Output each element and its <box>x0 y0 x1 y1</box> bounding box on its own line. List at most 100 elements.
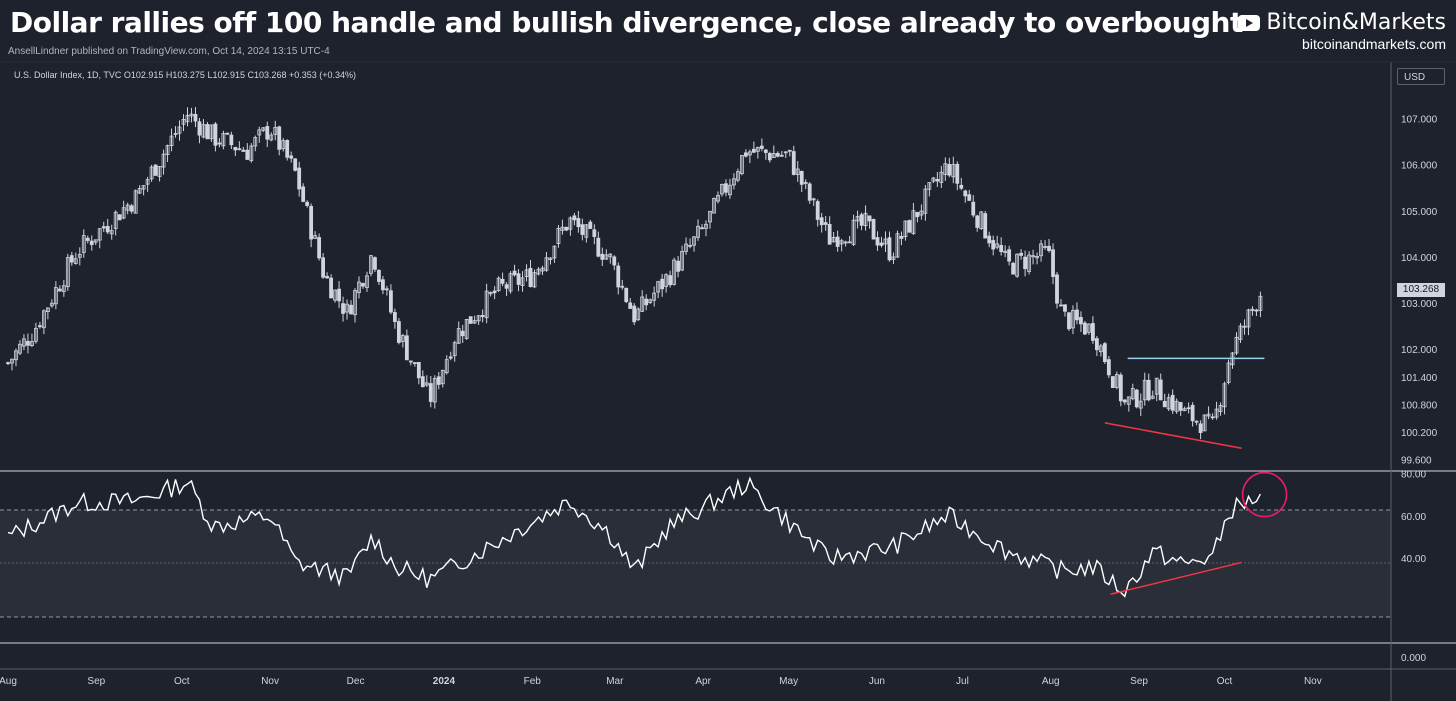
candle-body <box>1198 423 1203 433</box>
candle <box>185 107 190 127</box>
brand-url[interactable]: bitcoinandmarkets.com <box>1302 36 1446 52</box>
candle-body <box>652 292 657 301</box>
candle-body <box>947 164 952 176</box>
candle-body <box>795 168 800 175</box>
candle-body <box>452 342 457 357</box>
candle-body <box>205 124 210 140</box>
candle <box>273 120 278 141</box>
candle <box>65 253 70 291</box>
candle <box>452 340 457 362</box>
candle <box>317 233 322 261</box>
candle-body <box>692 236 696 246</box>
brand-block[interactable]: Bitcoin&Markets bitcoinandmarkets.com <box>1238 10 1446 52</box>
candle <box>38 321 42 329</box>
candle <box>987 231 992 248</box>
candle-body <box>381 279 385 291</box>
candle-body <box>30 341 34 347</box>
candle <box>843 240 848 247</box>
rsi-tick-label: 80.00 <box>1401 469 1426 480</box>
candle-body <box>440 369 445 385</box>
candle <box>911 202 916 235</box>
candle-body <box>377 269 381 282</box>
candle <box>799 170 804 193</box>
candle <box>1198 420 1203 440</box>
candle <box>484 283 489 324</box>
candle-body <box>341 303 345 314</box>
candle <box>488 291 493 297</box>
candle-body <box>213 123 218 146</box>
price-pane[interactable] <box>0 62 1391 471</box>
candle <box>45 307 50 320</box>
candle-body <box>1075 309 1079 321</box>
candle-body <box>73 258 78 264</box>
time-axis-label: Aug <box>0 676 17 687</box>
candle-body <box>899 235 904 239</box>
candle-body <box>891 256 896 260</box>
currency-selector[interactable]: USD <box>1397 68 1445 85</box>
candle <box>688 238 692 249</box>
candle-body <box>1098 345 1103 353</box>
candle <box>1234 332 1239 356</box>
candle <box>500 272 505 287</box>
candle <box>1055 271 1059 309</box>
candle <box>628 297 633 309</box>
candle-body <box>1202 414 1207 432</box>
candle-body <box>632 305 637 323</box>
candle-body <box>843 241 848 244</box>
candle <box>704 220 708 237</box>
candle-body <box>6 362 10 364</box>
candle-body <box>704 223 708 229</box>
candle <box>377 269 381 285</box>
rsi-line <box>7 476 1262 598</box>
time-axis-label: May <box>779 676 798 687</box>
candle-body <box>201 124 206 138</box>
symbol-legend[interactable]: U.S. Dollar Index, 1D, TVC O102.915 H103… <box>14 70 357 80</box>
candle <box>161 149 166 175</box>
candle-body <box>149 166 154 180</box>
candle-body <box>185 114 190 123</box>
candle <box>237 141 242 151</box>
candle <box>1194 420 1199 426</box>
candle-body <box>1106 359 1111 376</box>
candle <box>1226 359 1231 385</box>
candle-body <box>1154 377 1159 395</box>
candle-body <box>799 170 804 185</box>
candle-body <box>404 335 409 361</box>
candle <box>1094 336 1099 357</box>
candle <box>975 214 980 232</box>
candle <box>53 281 58 310</box>
candle-body <box>875 237 880 246</box>
candle <box>791 145 796 176</box>
rsi-tick-label: 0.000 <box>1401 653 1426 664</box>
candle-body <box>49 302 54 307</box>
candle-body <box>1059 304 1063 307</box>
candle-body <box>504 284 509 289</box>
candle-body <box>428 383 433 402</box>
candle-body <box>1214 408 1219 418</box>
candle-body <box>1194 420 1199 423</box>
candle-body <box>1039 243 1043 257</box>
candle <box>1138 393 1143 417</box>
candle-body <box>588 221 593 229</box>
candle <box>353 288 357 323</box>
candle <box>369 254 373 277</box>
candle <box>692 235 696 252</box>
candle <box>1246 308 1251 336</box>
candle <box>508 271 513 294</box>
candle <box>205 121 210 140</box>
candle-body <box>57 288 62 292</box>
candle <box>225 132 230 136</box>
price-tick-label: 100.200 <box>1401 428 1438 439</box>
candle-body <box>716 194 720 202</box>
candle-body <box>1071 310 1075 329</box>
candle-body <box>249 145 254 162</box>
candle <box>1190 402 1195 427</box>
candle-body <box>101 226 106 229</box>
candle <box>217 138 222 148</box>
candle-body <box>959 184 964 189</box>
candle <box>1071 305 1075 335</box>
candle-body <box>45 307 50 312</box>
candle-body <box>903 220 908 238</box>
candle-body <box>173 133 178 135</box>
